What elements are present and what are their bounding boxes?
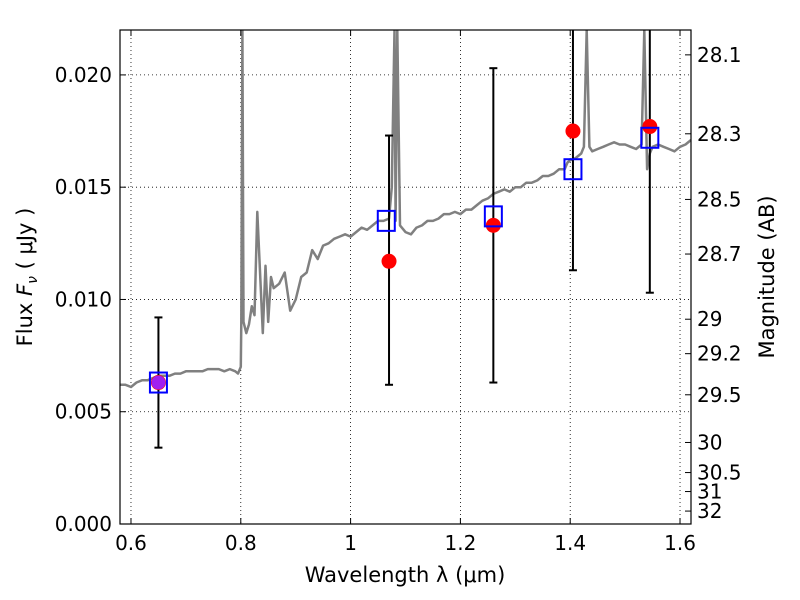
model-points: [148, 126, 660, 394]
y-axis-ticks: 0.000 0.005 0.010 0.015 0.020: [55, 63, 126, 536]
y2-tick-label: 28.7: [697, 242, 742, 266]
y2-tick-label: 28.5: [697, 187, 742, 211]
observed-point: [381, 253, 397, 269]
y-axis-label-subscript: ν: [25, 276, 41, 284]
x-tick-label: 1: [344, 531, 357, 555]
y2-axis-label: Magnitude (AB): [755, 195, 779, 358]
y2-tick-label: 29.2: [697, 342, 742, 366]
observed-point: [642, 119, 658, 135]
y-tick-label: 0.000: [55, 512, 112, 536]
x-tick-label: 0.8: [225, 531, 257, 555]
y2-tick-label: 32: [697, 499, 722, 523]
y-axis-label: Flux Fν ( μJy ): [13, 208, 41, 347]
y2-tick-label: 31: [697, 480, 722, 504]
y2-tick-label: 28.1: [697, 43, 742, 67]
x-axis-ticks: 0.6 0.8 1 1.2 1.4 1.6: [115, 30, 696, 555]
observed-point: [485, 217, 501, 233]
overlap-point: [151, 375, 166, 390]
x-tick-label: 1.6: [664, 531, 696, 555]
y-tick-label: 0.010: [55, 287, 112, 311]
model-point: [640, 126, 660, 149]
model-point: [376, 209, 396, 232]
plot-frame: [119, 29, 692, 525]
grid: [120, 30, 691, 525]
template-spectrum-line: [120, 30, 691, 389]
model-point: [148, 371, 168, 394]
y-axis-label-symbol: F: [13, 283, 37, 296]
y-tick-label: 0.015: [55, 175, 112, 199]
model-point: [563, 158, 583, 181]
y2-tick-label: 28.3: [697, 122, 742, 146]
y2-tick-label: 29.5: [697, 383, 742, 407]
plot-border: [119, 29, 692, 525]
y-axis-label-prefix: Flux: [13, 296, 37, 346]
y2-tick-label: 30.5: [697, 461, 742, 485]
model-point: [483, 205, 503, 228]
x-axis-label: Wavelength λ (μm): [305, 563, 506, 587]
error-bars: [154, 30, 654, 449]
observed-point: [565, 123, 581, 139]
y2-tick-label: 29: [697, 307, 722, 331]
y-axis-label-unit: ( μJy ): [13, 208, 37, 276]
x-tick-label: 0.6: [115, 531, 147, 555]
x-tick-label: 1.2: [444, 531, 476, 555]
template-spectrum: [120, 30, 691, 389]
y-tick-label: 0.005: [55, 400, 112, 424]
y2-tick-label: 30: [697, 430, 722, 454]
y-tick-label: 0.020: [55, 63, 112, 87]
x-tick-label: 1.4: [554, 531, 586, 555]
